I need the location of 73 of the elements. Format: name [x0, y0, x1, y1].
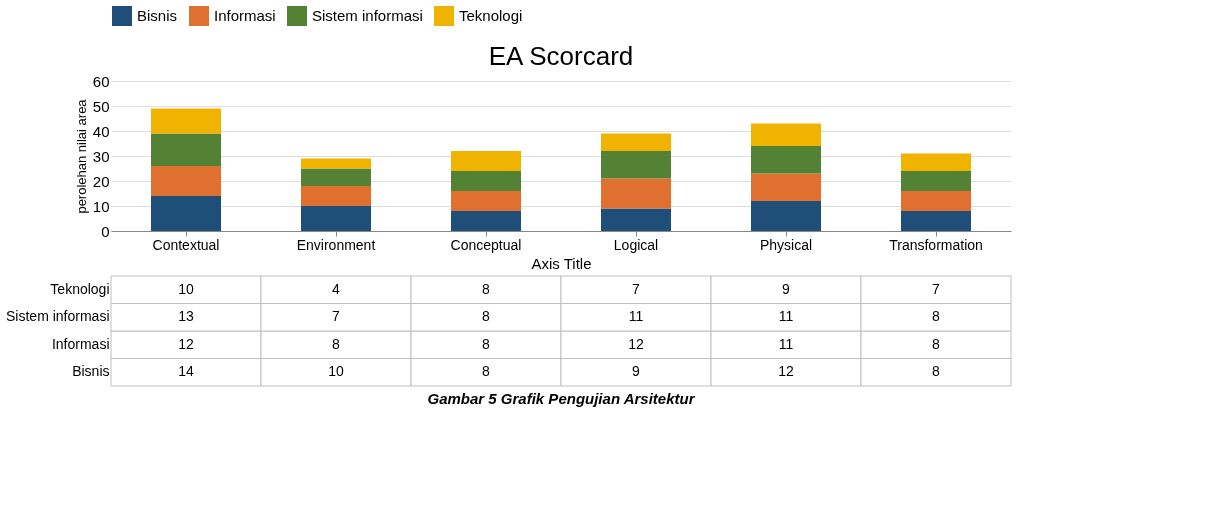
bar: [751, 146, 821, 174]
data-label: 10: [178, 280, 194, 297]
bar: [451, 211, 521, 231]
y-tick-label: 0: [101, 222, 110, 240]
bar: [451, 151, 521, 171]
bar: [901, 211, 971, 231]
legend-label: Teknologi: [459, 7, 523, 24]
data-label: 7: [632, 280, 641, 297]
data-label: 8: [482, 363, 491, 380]
y-tick-label: 50: [92, 97, 110, 115]
bar: [451, 191, 521, 211]
data-label: 11: [778, 335, 794, 352]
data-label: 7: [332, 308, 341, 325]
bar: [601, 133, 671, 151]
bar: [601, 151, 671, 179]
y-tick-label: 40: [92, 122, 110, 140]
text: Gambar 5 Grafik Pengujian Arsitektur: [427, 390, 696, 407]
bar: [751, 201, 821, 231]
bar: [901, 153, 971, 171]
data-label: 12: [778, 363, 794, 380]
x-tick-label: Physical: [759, 236, 813, 253]
legend-label: Sistem informasi: [312, 7, 423, 24]
bar: [601, 178, 671, 209]
bar: [901, 171, 971, 191]
legend-label: Informasi: [214, 7, 276, 24]
y-tick-label: 20: [92, 172, 110, 190]
data-label: 10: [328, 363, 344, 380]
x-tick-label: Contextual: [152, 236, 220, 253]
data-label: 8: [332, 335, 341, 352]
bar: [301, 206, 371, 231]
data-label: 12: [628, 335, 644, 352]
y-axis-title: perolehan nilai area: [73, 98, 89, 214]
data-label: 8: [932, 308, 941, 325]
data-label: 11: [778, 308, 794, 325]
data-label: 14: [178, 363, 194, 380]
bar: [751, 123, 821, 146]
bar: [151, 108, 221, 134]
data-label: 13: [178, 308, 194, 325]
data-label: 11: [628, 308, 644, 325]
text: Teknologi: [50, 280, 110, 297]
bar: [451, 171, 521, 191]
bar: [151, 166, 221, 196]
bar: [301, 186, 371, 206]
data-label: 8: [482, 308, 491, 325]
x-tick-label: Logical: [613, 236, 659, 253]
y-tick-label: 30: [92, 147, 110, 165]
data-label: 8: [932, 335, 941, 352]
text: Sistem informasi: [6, 308, 110, 325]
text: Bisnis: [72, 363, 110, 380]
bar: [151, 196, 221, 231]
data-label: 9: [782, 280, 791, 297]
data-label: 8: [482, 335, 491, 352]
x-tick-label: Conceptual: [450, 236, 522, 253]
bar: [301, 158, 371, 169]
chart-title: EA Scorcard: [488, 41, 634, 71]
bar: [901, 191, 971, 211]
data-label: 9: [632, 363, 641, 380]
bar: [601, 208, 671, 231]
x-axis-title: Axis Title: [531, 254, 592, 272]
x-tick-label: Transformation: [889, 236, 983, 253]
y-tick-label: 60: [92, 72, 110, 90]
data-label: 7: [932, 280, 941, 297]
bar: [751, 173, 821, 201]
y-tick-label: 10: [92, 197, 110, 215]
legend-label: Bisnis: [137, 7, 178, 24]
data-label: 12: [178, 335, 194, 352]
data-label: 8: [932, 363, 941, 380]
bar: [151, 133, 221, 166]
bar: [301, 168, 371, 186]
data-label: 8: [482, 280, 491, 297]
data-label: 4: [332, 280, 341, 297]
text: Informasi: [51, 335, 110, 352]
x-tick-label: Environment: [296, 236, 376, 253]
